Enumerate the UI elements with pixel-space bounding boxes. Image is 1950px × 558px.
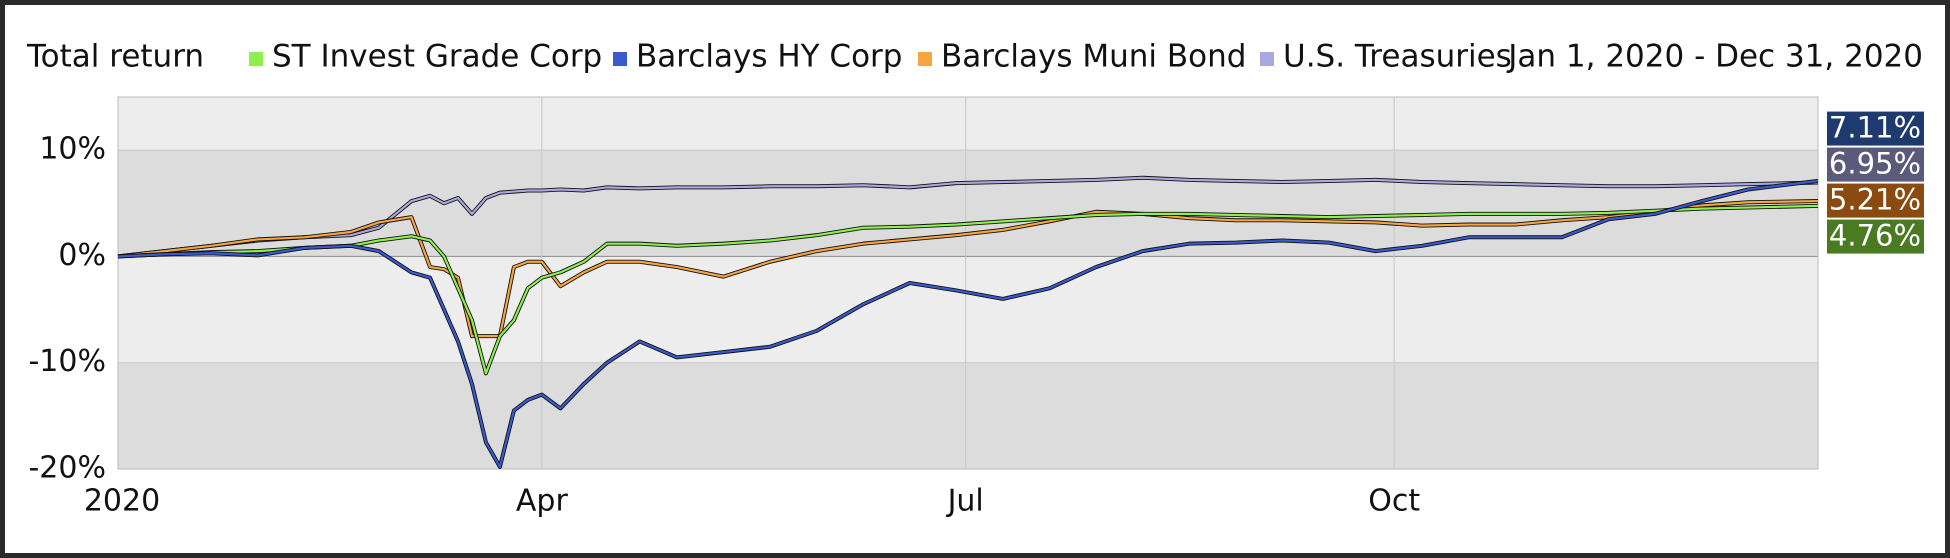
end-value-label: 4.76%: [1829, 219, 1921, 253]
chart-subtitle: Jan 1, 2020 - Dec 31, 2020: [1506, 39, 1923, 75]
end-value-label: 6.95%: [1829, 147, 1921, 181]
plot-frame: [117, 96, 1819, 470]
end-label-box: [1827, 183, 1924, 218]
x-tick-label: Apr: [516, 484, 569, 519]
series-line: [117, 179, 1819, 468]
legend-swatch: [613, 52, 627, 66]
end-label-box: [1827, 147, 1924, 182]
y-tick-label: 10%: [39, 132, 106, 167]
plot-band: [118, 97, 1818, 151]
y-tick-label: 0%: [58, 238, 106, 273]
legend-label: ST Invest Grade Corp: [272, 39, 602, 75]
end-label-box: [1827, 111, 1924, 146]
x-tick-label: Jul: [946, 484, 984, 519]
legend-label: U.S. Treasuries: [1283, 39, 1512, 75]
series-line: [117, 176, 1819, 258]
legend-swatch: [249, 52, 263, 66]
legend-swatch: [918, 52, 932, 66]
plot-band: [118, 256, 1818, 363]
legend-label: Barclays Muni Bond: [941, 39, 1246, 75]
legend-label: Barclays HY Corp: [636, 39, 902, 75]
x-tick-label: 2020: [84, 484, 160, 519]
end-value-label: 5.21%: [1829, 183, 1921, 217]
chart-title: Total return: [26, 39, 204, 75]
end-label-box: [1827, 219, 1924, 254]
y-tick-label: -20%: [28, 451, 106, 486]
legend-swatch: [1260, 52, 1274, 66]
series-line: [117, 204, 1819, 375]
end-value-label: 7.11%: [1829, 111, 1921, 145]
y-tick-label: -10%: [28, 344, 106, 379]
plot-band: [118, 362, 1818, 469]
x-tick-label: Oct: [1368, 484, 1420, 519]
series-line: [117, 199, 1819, 338]
